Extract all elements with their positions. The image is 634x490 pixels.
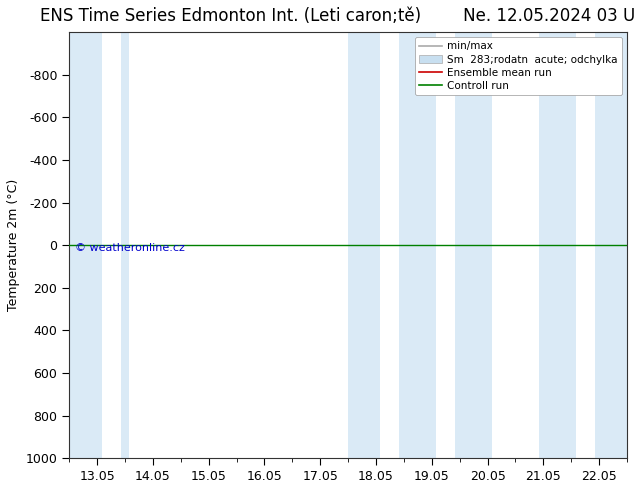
Bar [399, 32, 436, 458]
Bar [120, 32, 129, 458]
Legend: min/max, Sm  283;rodatn  acute; odchylka, Ensemble mean run, Controll run: min/max, Sm 283;rodatn acute; odchylka, … [415, 37, 622, 95]
Bar [539, 32, 576, 458]
Y-axis label: Temperature 2m (°C): Temperature 2m (°C) [7, 179, 20, 311]
Bar [595, 32, 627, 458]
Bar [69, 32, 101, 458]
Text: © weatheronline.cz: © weatheronline.cz [75, 243, 184, 253]
Bar [348, 32, 380, 458]
Bar [455, 32, 492, 458]
Title: ENS Time Series Edmonton Int. (Leti caron;tě)        Ne. 12.05.2024 03 UTC: ENS Time Series Edmonton Int. (Leti caro… [40, 7, 634, 25]
